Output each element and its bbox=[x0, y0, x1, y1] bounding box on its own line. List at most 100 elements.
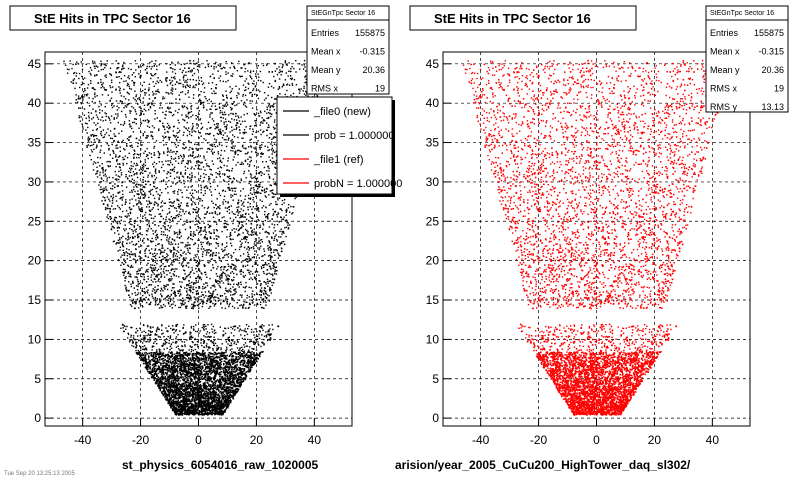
scatter-point bbox=[109, 119, 111, 121]
scatter-point bbox=[166, 347, 168, 349]
scatter-point bbox=[170, 380, 173, 382]
scatter-point bbox=[191, 203, 193, 205]
scatter-point bbox=[215, 221, 217, 223]
scatter-point bbox=[134, 153, 136, 155]
scatter-point bbox=[173, 290, 176, 292]
scatter-point bbox=[83, 82, 85, 85]
scatter-point bbox=[287, 222, 289, 224]
scatter-point bbox=[116, 109, 119, 111]
scatter-point bbox=[175, 98, 177, 100]
scatter-point bbox=[250, 270, 252, 273]
scatter-point bbox=[240, 214, 242, 216]
scatter-point bbox=[163, 251, 165, 253]
scatter-point bbox=[194, 282, 197, 284]
scatter-point bbox=[249, 303, 251, 306]
scatter-point bbox=[140, 113, 142, 116]
scatter-point bbox=[209, 132, 211, 135]
scatter-point bbox=[192, 211, 194, 214]
scatter-point bbox=[242, 362, 245, 365]
scatter-point bbox=[255, 270, 257, 272]
scatter-point bbox=[255, 170, 258, 172]
scatter-point bbox=[128, 281, 130, 283]
scatter-point bbox=[211, 285, 214, 287]
scatter-point bbox=[226, 278, 229, 281]
scatter-point bbox=[218, 252, 220, 254]
scatter-point bbox=[181, 281, 183, 283]
scatter-point bbox=[162, 258, 164, 260]
scatter-point bbox=[154, 256, 156, 258]
scatter-point bbox=[258, 240, 260, 242]
scatter-point bbox=[165, 78, 167, 80]
scatter-point bbox=[141, 301, 143, 303]
scatter-point bbox=[181, 191, 183, 194]
scatter-point bbox=[250, 138, 252, 140]
scatter-point bbox=[206, 241, 208, 244]
scatter-point bbox=[175, 404, 177, 406]
scatter-point bbox=[230, 372, 233, 374]
scatter-point bbox=[259, 148, 261, 150]
scatter-point bbox=[181, 350, 184, 352]
scatter-point bbox=[198, 198, 200, 200]
scatter-point bbox=[203, 264, 205, 266]
scatter-point bbox=[164, 342, 167, 344]
scatter-point bbox=[136, 271, 138, 273]
scatter-point bbox=[133, 195, 135, 197]
scatter-point bbox=[178, 276, 180, 278]
scatter-point bbox=[118, 163, 121, 165]
scatter-point bbox=[142, 337, 144, 339]
scatter-point bbox=[126, 186, 128, 188]
scatter-point bbox=[189, 331, 191, 333]
scatter-point bbox=[258, 274, 260, 276]
scatter-point bbox=[149, 202, 151, 204]
scatter-point bbox=[229, 131, 231, 133]
scatter-point bbox=[281, 242, 283, 244]
scatter-point bbox=[118, 155, 121, 158]
scatter-point bbox=[276, 214, 278, 216]
scatter-point bbox=[202, 230, 205, 232]
scatter-point bbox=[239, 246, 241, 248]
scatter-point bbox=[162, 135, 164, 137]
scatter-point bbox=[197, 160, 199, 162]
scatter-point bbox=[195, 84, 198, 86]
scatter-point bbox=[269, 190, 272, 192]
scatter-point bbox=[208, 177, 210, 180]
scatter-point bbox=[218, 173, 220, 176]
scatter-point bbox=[184, 345, 186, 348]
scatter-point bbox=[194, 224, 196, 226]
scatter-point bbox=[246, 260, 248, 263]
scatter-point bbox=[237, 210, 239, 212]
scatter-point bbox=[198, 391, 200, 393]
scatter-point bbox=[118, 215, 121, 218]
scatter-point bbox=[168, 265, 170, 267]
scatter-point bbox=[190, 168, 192, 170]
scatter-point bbox=[202, 355, 204, 358]
scatter-point bbox=[265, 304, 267, 306]
scatter-point bbox=[264, 231, 266, 233]
scatter-point bbox=[267, 245, 269, 247]
scatter-point bbox=[247, 242, 249, 244]
scatter-point bbox=[262, 329, 264, 331]
scatter-point bbox=[137, 193, 139, 195]
scatter-point bbox=[274, 136, 277, 138]
scatter-point bbox=[186, 294, 188, 297]
scatter-point bbox=[206, 331, 209, 333]
scatter-point bbox=[231, 348, 233, 350]
scatter-point bbox=[242, 93, 245, 96]
scatter-point bbox=[140, 131, 142, 133]
scatter-point bbox=[276, 203, 278, 206]
scatter-point bbox=[172, 68, 174, 70]
scatter-point bbox=[295, 196, 297, 198]
scatter-point bbox=[242, 379, 244, 381]
scatter-point bbox=[272, 178, 275, 180]
scatter-point bbox=[193, 72, 196, 75]
scatter-point bbox=[201, 204, 203, 207]
scatter-point bbox=[195, 277, 198, 279]
scatter-point bbox=[121, 197, 123, 199]
scatter-point bbox=[200, 376, 202, 378]
scatter-point bbox=[134, 60, 137, 62]
scatter-point bbox=[166, 374, 168, 376]
scatter-point bbox=[183, 403, 186, 405]
scatter-point bbox=[205, 295, 207, 297]
scatter-point bbox=[173, 410, 175, 412]
scatter-point bbox=[243, 114, 245, 116]
